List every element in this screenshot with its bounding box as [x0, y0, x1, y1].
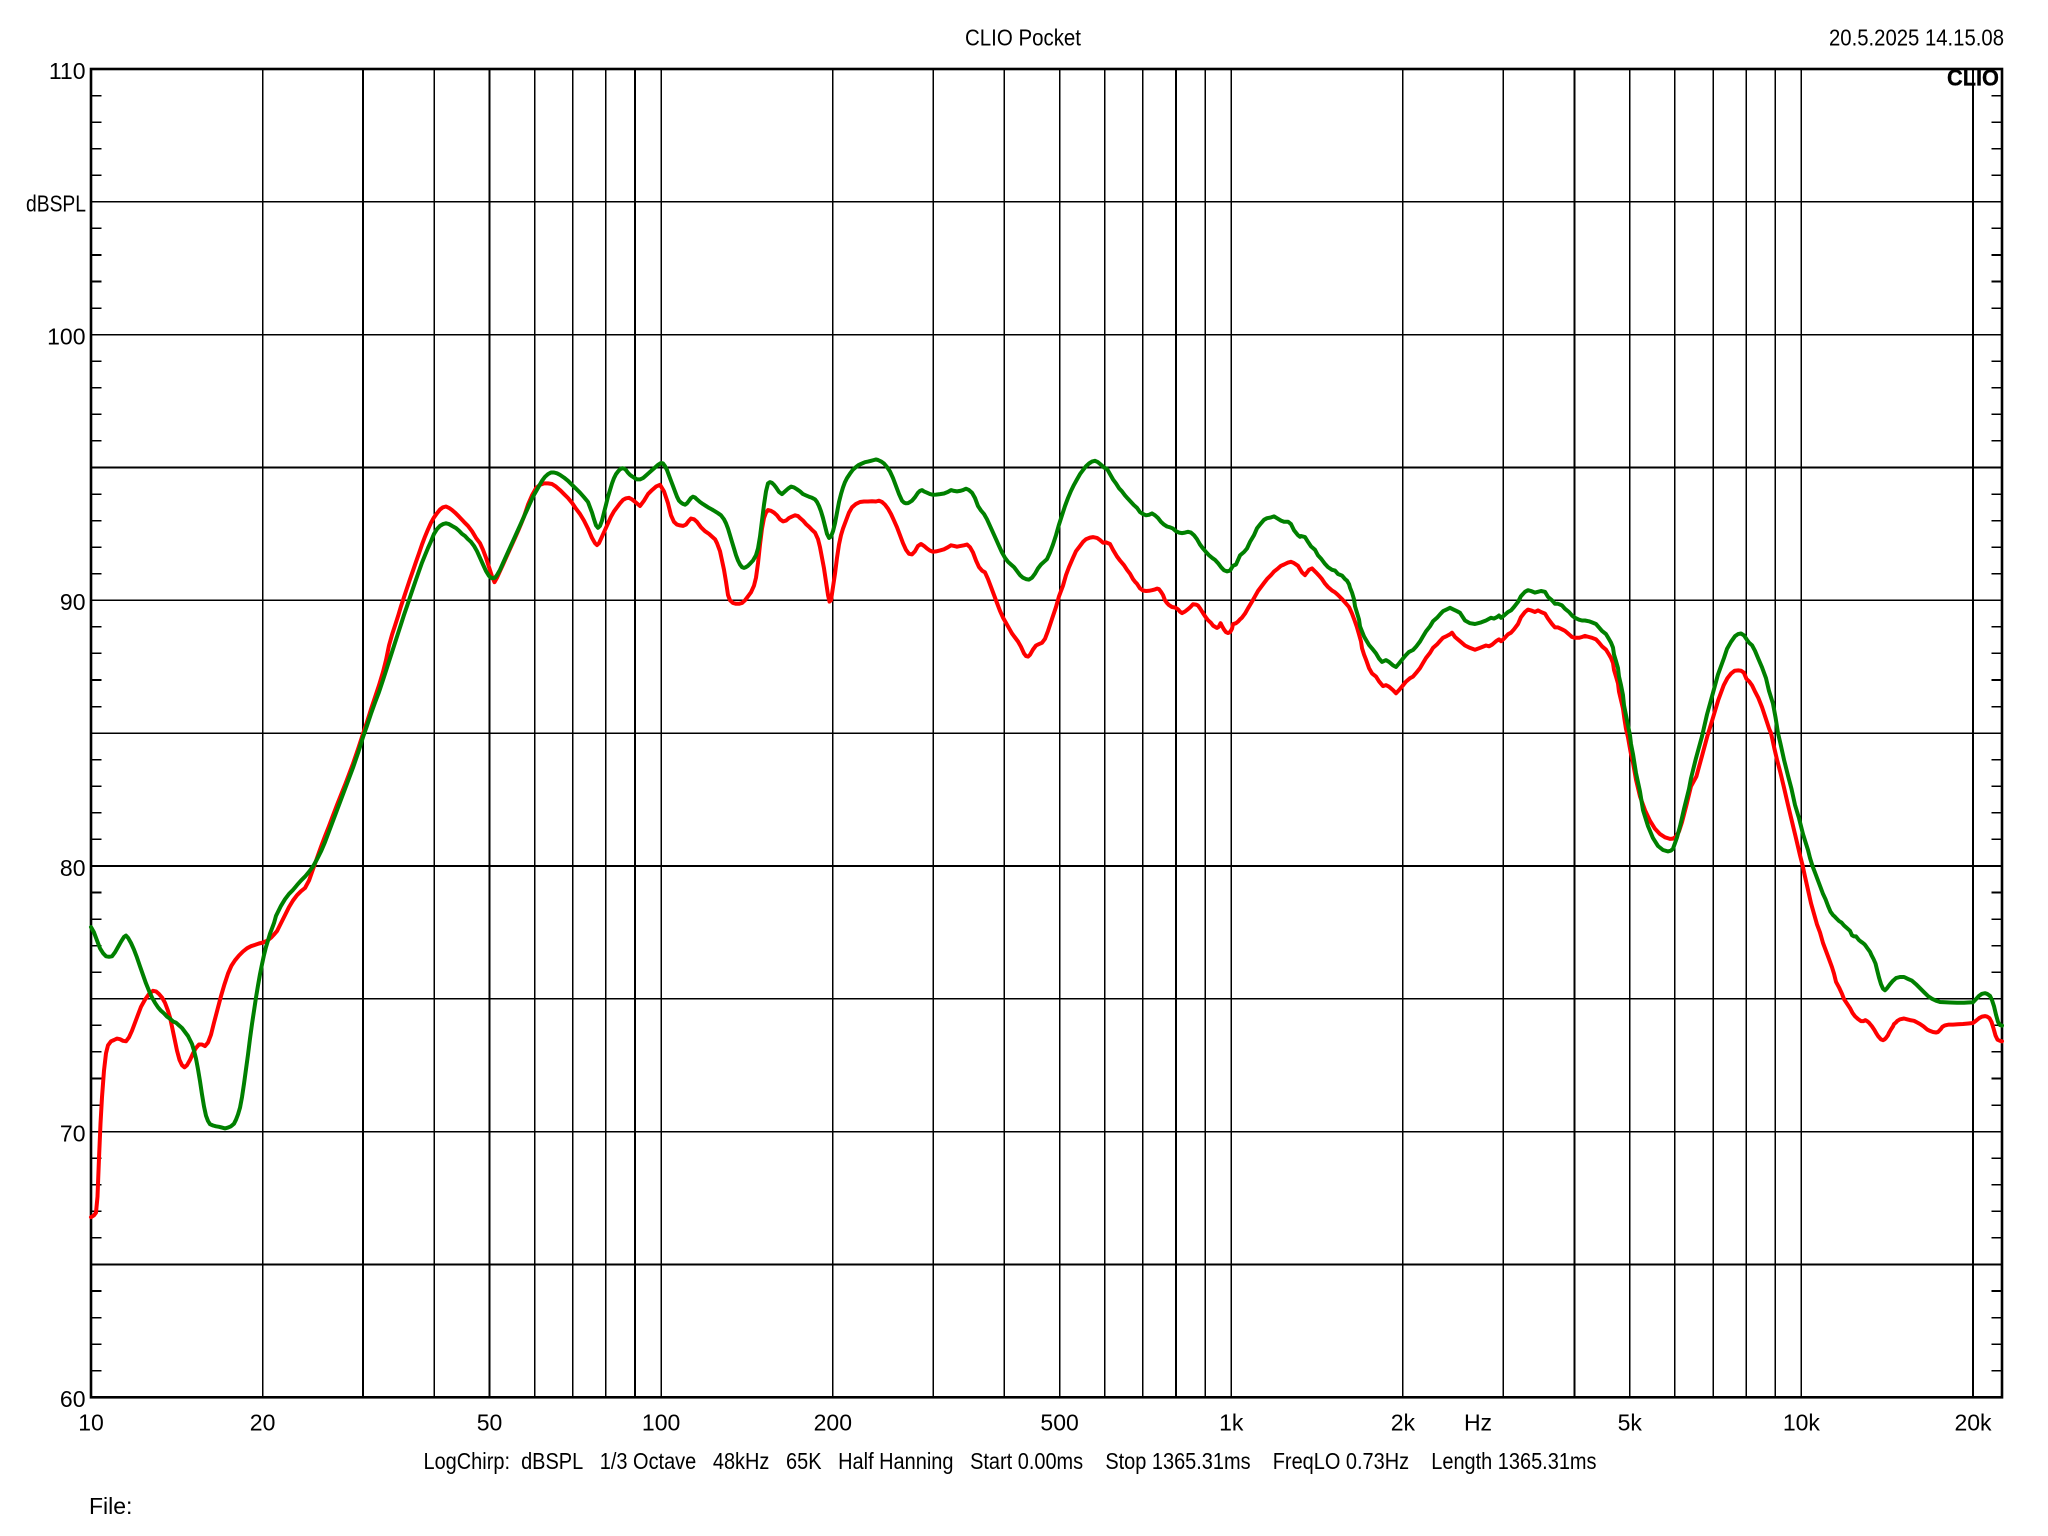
- svg-text:50: 50: [477, 1410, 503, 1436]
- svg-text:dBSPL: dBSPL: [26, 191, 86, 217]
- svg-text:500: 500: [1040, 1410, 1078, 1436]
- svg-text:2k: 2k: [1391, 1410, 1416, 1436]
- svg-text:60: 60: [60, 1386, 86, 1412]
- svg-text:5k: 5k: [1618, 1410, 1643, 1436]
- svg-text:CLIO Pocket: CLIO Pocket: [965, 25, 1082, 51]
- svg-text:20k: 20k: [1954, 1410, 1992, 1436]
- svg-text:CLIO: CLIO: [1947, 65, 1999, 91]
- svg-text:100: 100: [47, 324, 85, 350]
- svg-text:20: 20: [250, 1410, 276, 1436]
- svg-text:LogChirp: dBSPL 1/3 Octave: LogChirp: dBSPL 1/3 Octave 48kHz 65K Hal…: [424, 1448, 1597, 1474]
- svg-text:20.5.2025 14.15.08: 20.5.2025 14.15.08: [1829, 25, 2004, 51]
- svg-text:200: 200: [814, 1410, 852, 1436]
- svg-text:90: 90: [60, 589, 86, 615]
- svg-text:10k: 10k: [1783, 1410, 1821, 1436]
- svg-text:File:: File:: [89, 1493, 132, 1519]
- svg-text:10: 10: [78, 1410, 104, 1436]
- svg-text:70: 70: [60, 1120, 86, 1146]
- svg-text:1k: 1k: [1219, 1410, 1244, 1436]
- svg-text:Hz: Hz: [1464, 1410, 1492, 1436]
- svg-text:110: 110: [49, 58, 86, 84]
- svg-text:80: 80: [60, 855, 86, 881]
- svg-text:100: 100: [642, 1410, 680, 1436]
